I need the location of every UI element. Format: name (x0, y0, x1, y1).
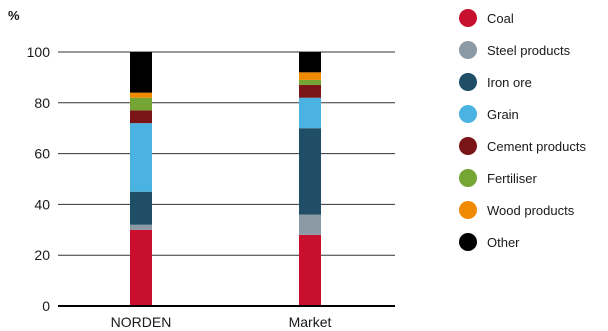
bar-segment-steel-products (299, 214, 321, 235)
legend-item: Fertiliser (459, 169, 538, 187)
legend-label: Fertiliser (487, 171, 538, 186)
legend-label: Wood products (487, 203, 575, 218)
gridlines (58, 51, 395, 256)
y-tick-label: 40 (34, 196, 50, 212)
legend-swatch (459, 41, 477, 59)
x-axis-categories: NORDEN Market (111, 314, 332, 330)
y-tick-label: 80 (34, 95, 50, 111)
bar-segment-iron-ore (299, 128, 321, 215)
bar-segment-grain (299, 97, 321, 129)
legend-item: Steel products (459, 41, 571, 59)
bar-segment-other (130, 52, 152, 93)
legend-label: Steel products (487, 43, 571, 58)
bar-segment-fertiliser (130, 97, 152, 111)
legend-swatch (459, 201, 477, 219)
y-tick-label: 20 (34, 247, 50, 263)
bar-segment-grain (130, 123, 152, 192)
legend-label: Other (487, 235, 520, 250)
bar-segment-coal (299, 234, 321, 306)
legend-label: Grain (487, 107, 519, 122)
legend-item: Iron ore (459, 73, 532, 91)
legend-item: Grain (459, 105, 519, 123)
legend-swatch (459, 233, 477, 251)
bar-segment-other (299, 52, 321, 73)
legend: Coal Steel products Iron ore Grain Cement pr… (459, 9, 586, 251)
bar-segment-cement-products (299, 85, 321, 98)
y-axis-unit-label: % (8, 8, 20, 23)
bar-segment-cement-products (130, 110, 152, 124)
x-category-label: Market (289, 314, 332, 330)
bar-segment-coal (130, 229, 152, 306)
legend-swatch (459, 73, 477, 91)
bar-segment-wood-products (130, 92, 152, 98)
legend-swatch (459, 9, 477, 27)
y-tick-label: 100 (27, 44, 51, 60)
legend-item: Other (459, 233, 520, 251)
bar-segment-fertiliser (299, 79, 321, 86)
y-axis-ticks: 0 20 40 60 80 100 (27, 44, 51, 314)
bar-segment-wood-products (299, 72, 321, 80)
legend-item: Coal (459, 9, 514, 27)
legend-label: Cement products (487, 139, 586, 154)
y-tick-label: 0 (42, 298, 50, 314)
bar-market (299, 52, 321, 306)
bars (130, 52, 321, 306)
bar-norden (130, 52, 152, 306)
legend-swatch (459, 169, 477, 187)
legend-item: Wood products (459, 201, 575, 219)
bar-segment-iron-ore (130, 191, 152, 225)
legend-swatch (459, 105, 477, 123)
bar-segment-steel-products (130, 224, 152, 230)
legend-label: Coal (487, 11, 514, 26)
legend-label: Iron ore (487, 75, 532, 90)
legend-item: Cement products (459, 137, 586, 155)
x-category-label: NORDEN (111, 314, 172, 330)
y-tick-label: 60 (34, 146, 50, 162)
legend-swatch (459, 137, 477, 155)
